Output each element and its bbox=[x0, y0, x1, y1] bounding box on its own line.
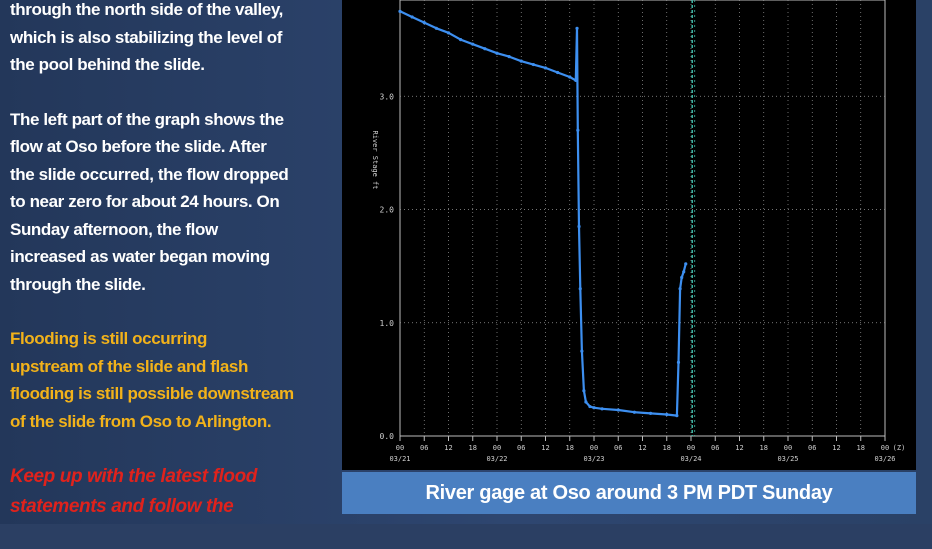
river-stage-point bbox=[574, 78, 578, 83]
river-stage-point bbox=[682, 270, 686, 274]
x-tick-label: 18 bbox=[469, 444, 477, 452]
river-stage-point bbox=[576, 128, 580, 132]
river-stage-point bbox=[588, 404, 592, 409]
river-stage-point bbox=[680, 275, 684, 280]
date-label: 03/25 bbox=[777, 455, 798, 463]
river-stage-point bbox=[675, 414, 679, 418]
river-stage-point bbox=[471, 42, 475, 46]
river-stage-point bbox=[678, 287, 682, 291]
caption-text: River gage at Oso around 3 PM PDT Sunday bbox=[425, 481, 833, 504]
x-tick-label: 00 bbox=[687, 444, 695, 452]
text-line: increased as water began moving bbox=[10, 247, 270, 266]
text-line: The left part of the graph shows the bbox=[10, 109, 284, 129]
river-stage-point bbox=[459, 38, 463, 42]
river-stage-point bbox=[600, 407, 604, 411]
x-tick-label: 00 bbox=[396, 444, 404, 452]
river-stage-point bbox=[422, 21, 426, 25]
river-stage-point bbox=[582, 389, 586, 393]
x-tick-label: 12 bbox=[832, 444, 840, 452]
river-stage-point bbox=[507, 55, 511, 59]
text-line: the slide occurred, the flow dropped bbox=[10, 164, 289, 184]
paragraph-statements: Keep up with the latest flood statements… bbox=[10, 462, 340, 522]
text-line: flow at Oso before the slide. After bbox=[10, 137, 267, 156]
text-line: statements and follow the bbox=[10, 496, 234, 517]
x-tick-label: 12 bbox=[541, 444, 549, 452]
river-stage-point bbox=[632, 410, 637, 414]
text-line: through the north side of the valley, bbox=[10, 0, 283, 19]
x-tick-label: 06 bbox=[517, 444, 525, 452]
river-stage-point bbox=[578, 287, 582, 291]
caption-bar: River gage at Oso around 3 PM PDT Sunday bbox=[342, 472, 916, 514]
y-axis-label: River Stage ft bbox=[371, 130, 379, 189]
x-tick-label: 00 bbox=[881, 444, 889, 452]
paragraph-graph-explanation: The left part of the graph shows the flo… bbox=[10, 106, 340, 299]
text-panel: through the north side of the valley, wh… bbox=[10, 0, 340, 549]
river-stage-point bbox=[592, 406, 596, 410]
river-stage-point bbox=[568, 75, 572, 79]
river-stage-point bbox=[684, 262, 688, 266]
x-tick-label: 06 bbox=[614, 444, 622, 452]
river-stage-point bbox=[483, 47, 487, 51]
y-tick-label: 3.0 bbox=[380, 92, 395, 101]
x-tick-label: 00 bbox=[784, 444, 792, 452]
river-stage-point bbox=[577, 224, 581, 229]
river-stage-point bbox=[584, 400, 588, 404]
river-stage-point bbox=[446, 31, 451, 35]
x-tick-label: 18 bbox=[760, 444, 768, 452]
river-stage-point bbox=[665, 412, 669, 417]
x-tick-label: 12 bbox=[638, 444, 646, 452]
date-label: 03/26 bbox=[874, 455, 895, 463]
paragraph-flooding: Flooding is still occurring upstream of … bbox=[10, 325, 340, 435]
x-tick-label: 06 bbox=[808, 444, 816, 452]
date-label: 03/22 bbox=[486, 455, 507, 463]
river-stage-point bbox=[410, 15, 414, 19]
river-stage-point bbox=[676, 360, 681, 364]
text-line: of the slide from Oso to Arlington. bbox=[10, 411, 272, 431]
text-line: flooding is still possible downstream bbox=[10, 384, 294, 403]
river-stage-point bbox=[556, 70, 560, 75]
y-tick-label: 2.0 bbox=[380, 206, 395, 215]
chart-canvas: 00 06 12 18 00 06 12 18 00 06 12 18 00 06 12 18 00 06 12 18… bbox=[371, 0, 906, 463]
paragraph-valley: through the north side of the valley, wh… bbox=[10, 0, 340, 79]
river-stage-point bbox=[434, 26, 438, 30]
text-line: through the slide. bbox=[10, 274, 146, 294]
x-tick-label: 18 bbox=[566, 444, 574, 452]
river-stage-point bbox=[543, 66, 548, 70]
text-line: Flooding is still occurring bbox=[10, 329, 207, 348]
x-tick-label: 00 bbox=[590, 444, 598, 452]
river-stage-point bbox=[531, 62, 535, 67]
river-stage-point bbox=[575, 26, 579, 30]
text-line: the pool behind the slide. bbox=[10, 55, 205, 74]
text-line: upstream of the slide and flash bbox=[10, 356, 248, 376]
x-tick-label: 06 bbox=[711, 444, 719, 452]
x-tick-label: 00 bbox=[493, 444, 501, 452]
river-stage-point bbox=[648, 411, 653, 415]
text-line: to near zero for about 24 hours. On bbox=[10, 192, 280, 211]
y-tick-label: 0.0 bbox=[380, 432, 395, 441]
river-stage-point bbox=[616, 408, 620, 412]
text-line: Sunday afternoon, the flow bbox=[10, 219, 218, 239]
text-line: which is also stabilizing the level of bbox=[10, 27, 282, 47]
river-gage-chart: 00 06 12 18 00 06 12 18 00 06 12 18 00 06 12 18 00 06 12 18… bbox=[342, 0, 916, 470]
date-label: 03/23 bbox=[583, 455, 604, 463]
plot-frame bbox=[399, 0, 886, 437]
x-tick-label: 12 bbox=[444, 444, 452, 452]
date-label: 03/24 bbox=[680, 455, 701, 463]
y-tick-label: 1.0 bbox=[380, 319, 395, 328]
river-stage-point bbox=[495, 51, 499, 55]
x-tick-label: 18 bbox=[857, 444, 865, 452]
river-stage-series-line bbox=[399, 10, 687, 417]
x-tick-label: 06 bbox=[420, 444, 428, 452]
text-line: Keep up with the latest flood bbox=[10, 466, 258, 487]
river-stage-point bbox=[519, 59, 523, 63]
x-unit-label: (Z) bbox=[893, 444, 906, 452]
x-tick-label: 18 bbox=[663, 444, 671, 452]
date-label: 03/21 bbox=[389, 455, 410, 463]
river-stage-point bbox=[398, 9, 402, 13]
river-stage-point bbox=[580, 349, 584, 353]
x-tick-label: 12 bbox=[735, 444, 743, 452]
